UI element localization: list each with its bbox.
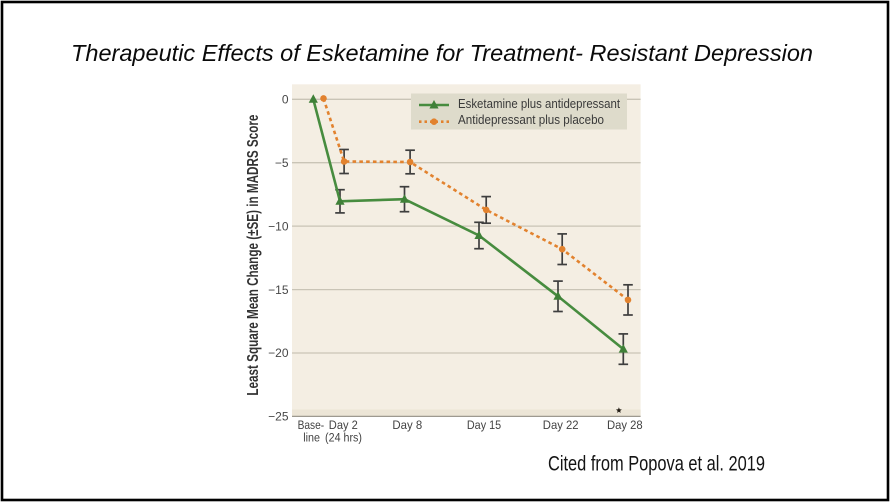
svg-text:0: 0: [282, 93, 289, 107]
svg-text:Day 8: Day 8: [392, 418, 422, 432]
svg-text:−10: −10: [268, 219, 289, 233]
svg-text:Therapeutic Effects of Esketam: Therapeutic Effects of Esketamine for Tr…: [71, 40, 813, 66]
svg-text:Esketamine plus antidepressant: Esketamine plus antidepressant: [458, 97, 620, 111]
svg-text:Day 28: Day 28: [607, 418, 643, 432]
svg-text:Day 22: Day 22: [543, 418, 579, 432]
svg-text:Cited from Popova et al. 2019: Cited from Popova et al. 2019: [548, 453, 765, 476]
svg-text:−25: −25: [268, 410, 289, 424]
svg-text:−15: −15: [268, 283, 289, 297]
svg-text:Least Square Mean Change (±SE): Least Square Mean Change (±SE) in MADRS …: [245, 115, 262, 396]
svg-text:Day 2: Day 2: [329, 418, 358, 432]
svg-text:Day 15: Day 15: [467, 418, 501, 432]
svg-text:(24 hrs): (24 hrs): [325, 430, 362, 444]
svg-text:−20: −20: [268, 346, 289, 360]
svg-text:Antidepressant plus placebo: Antidepressant plus placebo: [458, 113, 604, 127]
svg-text:−5: −5: [275, 156, 289, 170]
svg-text:Base-: Base-: [298, 418, 325, 432]
svg-text:line: line: [303, 430, 320, 444]
